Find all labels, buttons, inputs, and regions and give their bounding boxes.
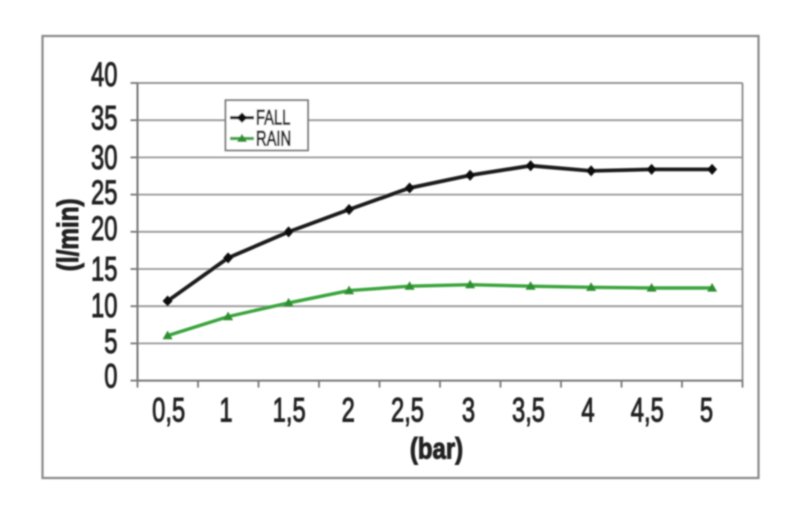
svg-text:30: 30: [91, 139, 117, 177]
svg-text:2: 2: [342, 391, 355, 429]
svg-text:(l/min): (l/min): [51, 198, 85, 271]
svg-text:2,5: 2,5: [391, 391, 424, 429]
svg-text:5: 5: [700, 391, 713, 429]
svg-text:1: 1: [219, 391, 232, 429]
svg-text:5: 5: [104, 323, 117, 361]
svg-text:10: 10: [91, 287, 117, 325]
svg-text:40: 40: [91, 56, 117, 94]
svg-text:4: 4: [581, 391, 594, 429]
svg-text:3,5: 3,5: [512, 391, 545, 429]
svg-text:35: 35: [91, 99, 117, 137]
svg-text:RAIN: RAIN: [256, 127, 291, 150]
svg-text:4,5: 4,5: [631, 391, 664, 429]
svg-text:1,5: 1,5: [273, 391, 306, 429]
svg-text:FALL: FALL: [256, 106, 290, 129]
svg-text:25: 25: [91, 174, 117, 212]
svg-text:(bar): (bar): [410, 431, 463, 465]
svg-text:3: 3: [462, 391, 475, 429]
svg-text:15: 15: [91, 251, 117, 289]
svg-text:0: 0: [104, 357, 117, 395]
svg-text:0,5: 0,5: [152, 391, 185, 429]
svg-text:20: 20: [91, 210, 117, 248]
